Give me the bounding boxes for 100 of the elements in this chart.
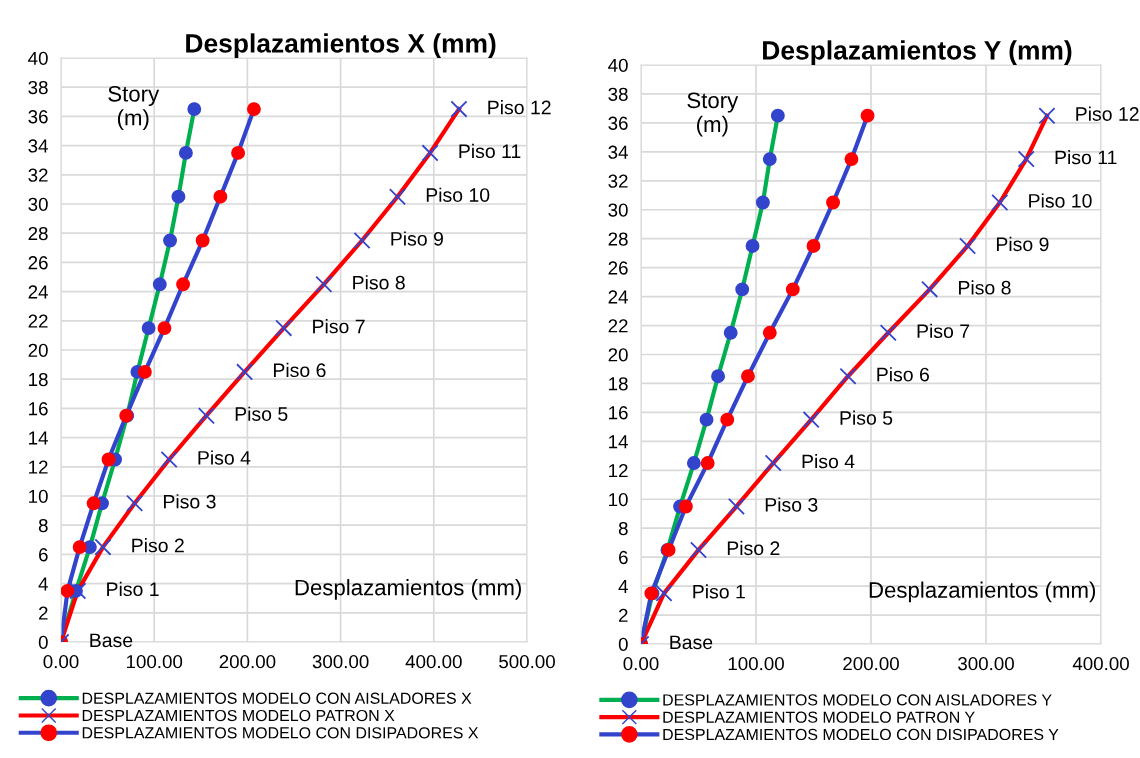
point (764, 454, 782, 472)
annotation: Piso 6 (273, 362, 326, 378)
point (126, 494, 144, 512)
y-tick-label: 26 (28, 256, 48, 270)
annotation: Piso 8 (959, 280, 1011, 295)
y-tick-label: 34 (28, 139, 48, 153)
y-tick-label: 6 (619, 550, 628, 565)
point (755, 195, 770, 210)
annotation: Base (670, 635, 713, 650)
annotation: Piso 3 (164, 494, 216, 509)
y-tick-label: 20 (608, 348, 628, 362)
annotation: Piso 10 (426, 187, 490, 202)
annotation: Piso 11 (459, 143, 521, 159)
point (802, 411, 820, 429)
point (72, 540, 87, 555)
x-tick-label: 100.00 (126, 655, 183, 669)
x-tick-label: 0.00 (623, 657, 659, 671)
y-tick-label: 0 (38, 635, 48, 649)
legend-label: DESPLAZAMIENTOS MODELO CON DISIPADORES X (82, 727, 479, 739)
point (1017, 150, 1035, 168)
annotation: Piso 2 (727, 540, 780, 556)
point (388, 188, 406, 206)
y-tick-label: 28 (28, 226, 48, 241)
x-tick-label: 400.00 (1072, 657, 1129, 671)
point (163, 233, 177, 248)
y-tick-label: 36 (608, 116, 628, 130)
point (171, 189, 186, 204)
x-axis-title: Desplazamientos (mm) (295, 579, 521, 600)
point (879, 324, 897, 342)
point (137, 364, 152, 379)
point (152, 277, 167, 292)
annotation: Piso 7 (917, 323, 970, 339)
point (727, 497, 745, 516)
point (762, 325, 777, 340)
x-tick-label: 200.00 (219, 655, 276, 669)
point (101, 452, 116, 467)
chart-title: Desplazamientos X (mm) (186, 33, 496, 58)
x-tick-label: 300.00 (312, 655, 369, 669)
y-tick-label: 32 (28, 168, 48, 182)
y-tick-label: 40 (28, 51, 48, 65)
y-tick-label: 2 (619, 608, 628, 622)
y-tick-label: 34 (608, 145, 628, 159)
point (187, 102, 202, 117)
annotation: Piso 12 (488, 100, 551, 115)
y-tick-label: 16 (609, 406, 628, 420)
annotation: Piso 5 (235, 406, 288, 421)
point (745, 238, 760, 253)
y-tick-label: 18 (609, 377, 628, 391)
y-tick-label: 14 (29, 431, 48, 445)
y-tick-label: 26 (608, 261, 628, 275)
point (839, 367, 857, 385)
annotation: Piso 5 (840, 410, 893, 425)
point (421, 144, 439, 162)
y-axis-title: Story (m) (687, 92, 739, 137)
annotation: Piso 6 (877, 367, 929, 382)
x-tick-label: 400.00 (405, 655, 462, 669)
point (959, 237, 977, 255)
y-tick-label: 22 (608, 319, 628, 333)
y-tick-label: 10 (609, 492, 628, 507)
point (735, 282, 750, 297)
y-tick-label: 40 (608, 58, 628, 72)
point (723, 325, 738, 340)
point (275, 319, 293, 337)
legend-label: DESPLAZAMIENTOS MODELO CON AISLADORES X (82, 692, 472, 704)
annotation: Piso 9 (391, 231, 443, 246)
point (213, 189, 228, 204)
y-tick-label: 18 (29, 372, 48, 387)
annotation: Base (90, 633, 133, 648)
y-tick-label: 14 (609, 435, 628, 449)
point (991, 193, 1009, 212)
y-tick-label: 30 (608, 203, 628, 217)
y-tick-label: 22 (28, 314, 48, 328)
y-tick-label: 38 (608, 87, 628, 101)
y-tick-label: 6 (39, 548, 48, 562)
annotation: Piso 4 (198, 450, 251, 465)
point (141, 321, 156, 336)
point (450, 100, 468, 118)
annotation: Piso 1 (107, 581, 159, 597)
y-tick-label: 4 (618, 579, 628, 593)
point (315, 275, 333, 293)
y-tick-label: 8 (618, 521, 628, 536)
y-tick-label: 24 (608, 290, 628, 304)
annotation: Piso 4 (802, 454, 855, 469)
point (197, 407, 215, 425)
y-tick-label: 10 (29, 489, 48, 503)
point (844, 152, 859, 167)
point (686, 456, 701, 471)
x-tick-label: 300.00 (958, 657, 1014, 671)
y-tick-label: 12 (29, 460, 48, 474)
x-axis-title: Desplazamientos (mm) (869, 581, 1096, 603)
point (762, 152, 777, 167)
point (700, 456, 715, 471)
annotation: Piso 12 (1076, 106, 1139, 121)
point (785, 282, 800, 297)
point (770, 108, 785, 123)
point (94, 538, 112, 556)
point (231, 145, 246, 160)
annotation: Piso 3 (765, 497, 818, 512)
annotation: Piso 8 (353, 275, 405, 290)
y-tick-label: 2 (39, 606, 48, 620)
